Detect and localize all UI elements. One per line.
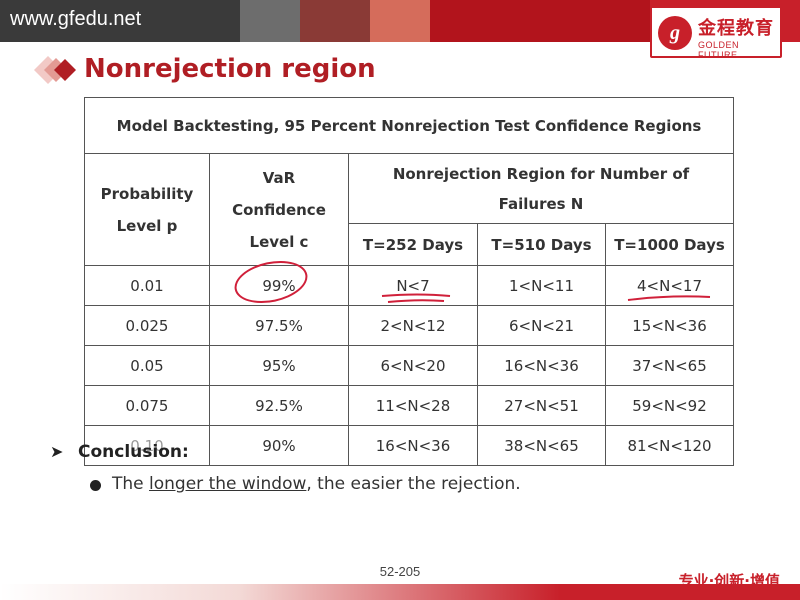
annotation-underline	[627, 295, 711, 301]
cell-confidence: 99%	[209, 265, 349, 306]
header-probability-level: Probability Level p	[84, 153, 210, 266]
table-row: 0.01 99% N<7 1<N<11 4<N<17	[84, 265, 734, 306]
conclusion-label: Conclusion:	[78, 442, 189, 462]
cell-t252: N<7	[348, 265, 478, 306]
header-segment	[240, 0, 300, 42]
cell-probability: 0.075	[84, 385, 210, 426]
arrow-bullet-icon: ➤	[50, 442, 64, 461]
header-segment	[430, 0, 650, 42]
brand-logo: g 金程教育 GOLDEN FUTURE	[650, 6, 782, 60]
header-text: Nonrejection Region for Number of	[392, 164, 690, 183]
table-row: 0.05 95% 6<N<20 16<N<36 37<N<65	[84, 345, 734, 386]
cell-confidence: 90%	[209, 425, 349, 466]
annotation-underline	[381, 293, 451, 303]
cell-t1000: 59<N<92	[605, 385, 734, 426]
header-t510: T=510 Days	[477, 223, 606, 266]
cell-confidence: 95%	[209, 345, 349, 386]
bullet-icon	[90, 480, 101, 491]
logo-chinese-name: 金程教育	[698, 18, 774, 39]
logo-english-name: GOLDEN FUTURE	[698, 40, 740, 60]
cell-t510: 27<N<51	[477, 385, 606, 426]
cell-t1000: 15<N<36	[605, 305, 734, 346]
cell-t252: 2<N<12	[348, 305, 478, 346]
header-text: Level c	[249, 232, 309, 251]
table-row: 0.10 90% 16<N<36 38<N<65 81<N<120	[84, 425, 734, 466]
header-t252: T=252 Days	[348, 223, 478, 266]
bullet-text-underlined: longer the window	[149, 474, 307, 494]
title-diamond-icon	[34, 56, 76, 84]
cell-t510: 16<N<36	[477, 345, 606, 386]
cell-probability: 0.01	[84, 265, 210, 306]
header-segment	[300, 0, 370, 42]
header-segment	[370, 0, 430, 42]
table-row: 0.075 92.5% 11<N<28 27<N<51 59<N<92	[84, 385, 734, 426]
cell-t510: 38<N<65	[477, 425, 606, 466]
cell-t252: 6<N<20	[348, 345, 478, 386]
header-text: Level p	[116, 216, 178, 235]
cell-t252: 11<N<28	[348, 385, 478, 426]
cell-t1000: 81<N<120	[605, 425, 734, 466]
cell-confidence: 92.5%	[209, 385, 349, 426]
cell-t252: 16<N<36	[348, 425, 478, 466]
cell-t1000: 37<N<65	[605, 345, 734, 386]
table-caption: Model Backtesting, 95 Percent Nonrejecti…	[84, 97, 734, 154]
footer-slogan: 专业·创新·增值	[678, 572, 780, 590]
cell-probability: 0.025	[84, 305, 210, 346]
cell-probability: 0.10	[84, 425, 210, 466]
bullet-text-post: , the easier the rejection.	[306, 474, 521, 494]
header-text: Probability	[100, 184, 194, 203]
backtesting-table: Model Backtesting, 95 Percent Nonrejecti…	[84, 97, 734, 466]
cell-probability: 0.05	[84, 345, 210, 386]
header-text: Failures N	[498, 194, 584, 213]
cell-t510: 1<N<11	[477, 265, 606, 306]
bullet-text-pre: The	[112, 474, 150, 494]
cell-t510: 6<N<21	[477, 305, 606, 346]
logo-mark-icon: g	[658, 16, 692, 50]
header-segment	[0, 0, 240, 42]
header-t1000: T=1000 Days	[605, 223, 734, 266]
header-text: VaR	[262, 168, 296, 187]
header-text: Confidence	[232, 200, 326, 219]
footer-bar	[0, 584, 800, 600]
conclusion-bullet: The longer the window, the easier the re…	[112, 474, 521, 494]
slide-title: Nonrejection region	[84, 54, 376, 84]
table-row: 0.025 97.5% 2<N<12 6<N<21 15<N<36	[84, 305, 734, 346]
page-number: 52-205	[379, 564, 421, 579]
site-url: www.gfedu.net	[10, 8, 142, 30]
header-nonrejection-region: Nonrejection Region for Number of Failur…	[348, 153, 734, 224]
cell-confidence: 97.5%	[209, 305, 349, 346]
header-var-confidence: VaR Confidence Level c	[209, 153, 349, 266]
